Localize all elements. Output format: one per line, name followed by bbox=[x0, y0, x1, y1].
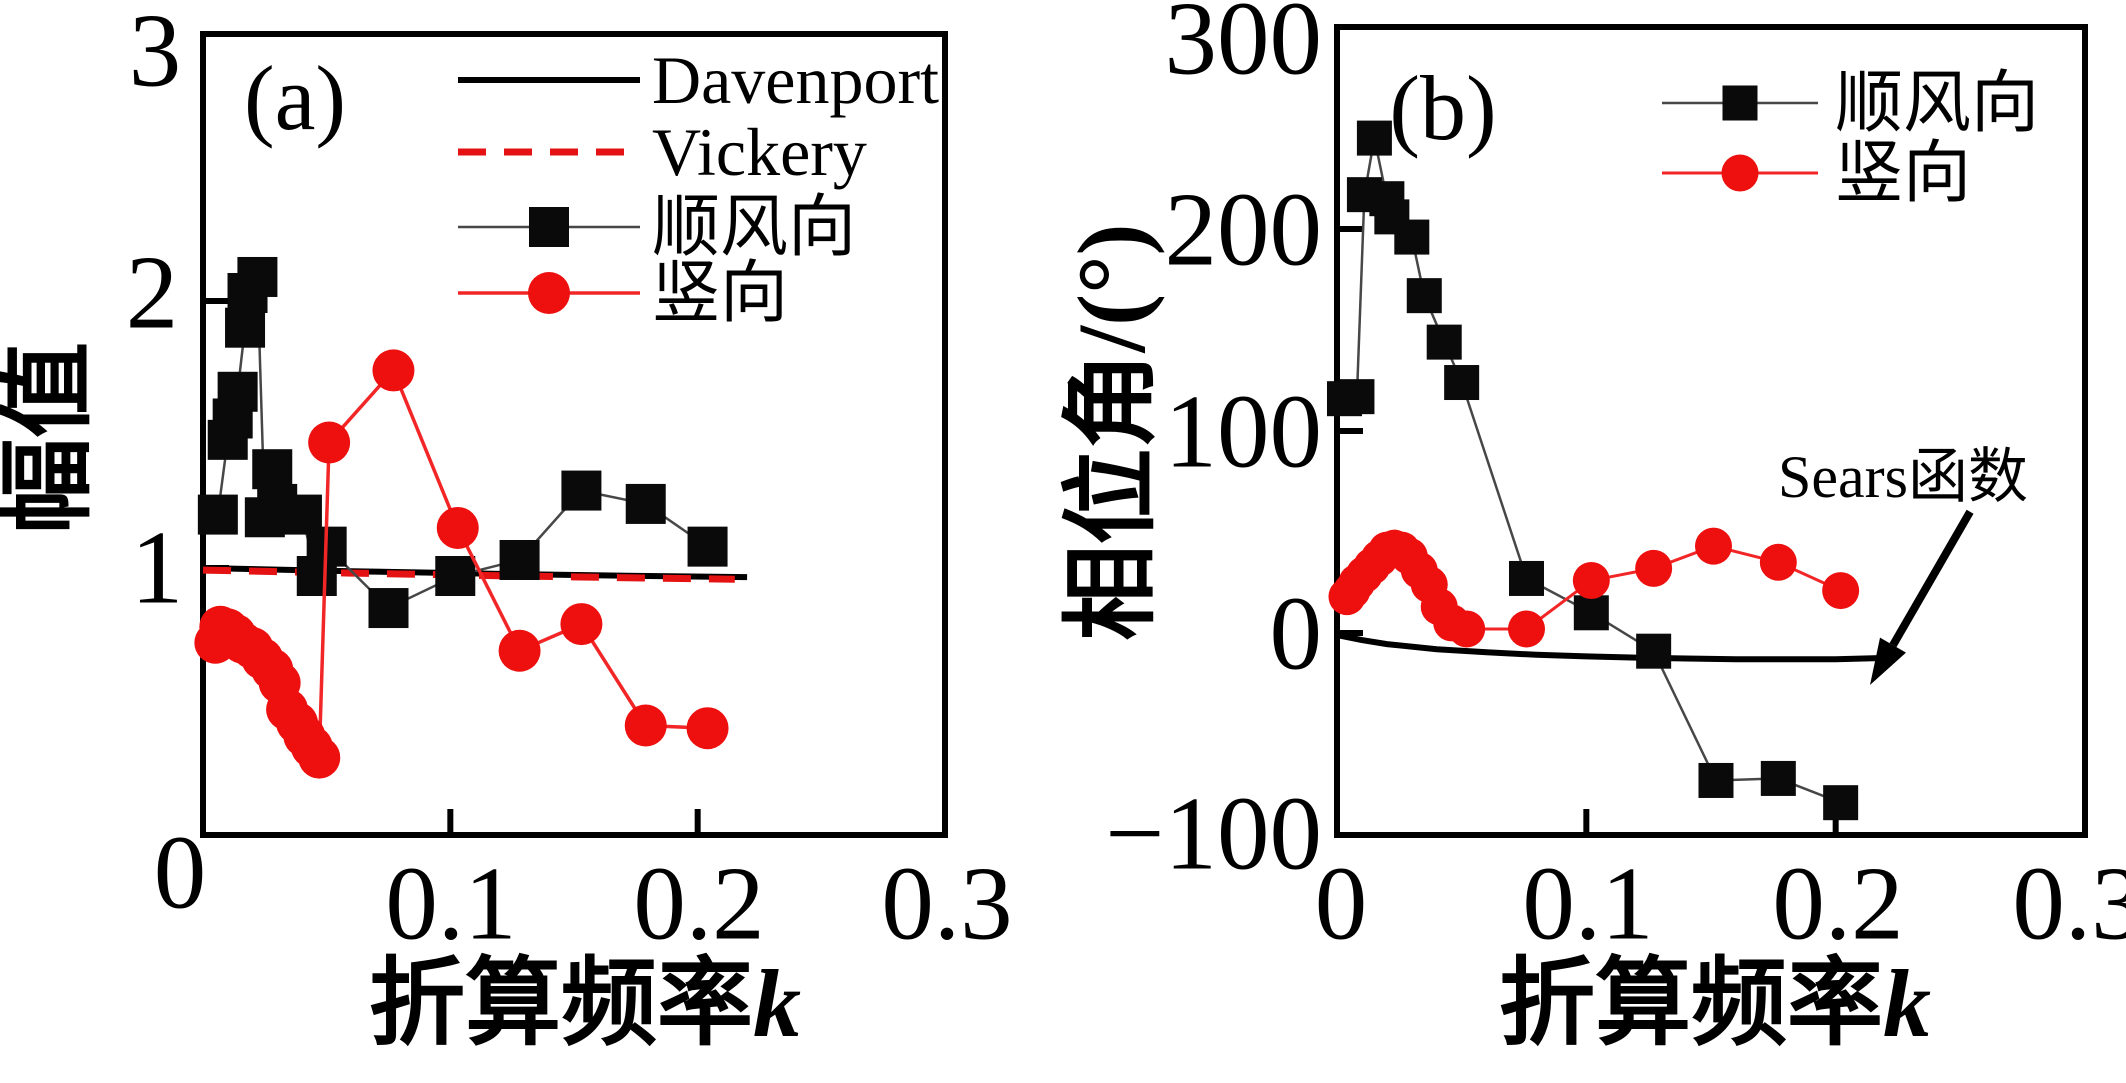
a-legend-vickery: Vickery bbox=[652, 114, 867, 190]
a-legend-vertical: 竖向 bbox=[652, 255, 789, 331]
circle-marker-a bbox=[560, 603, 603, 646]
square-marker-b bbox=[1426, 324, 1462, 360]
square-marker-a bbox=[625, 483, 666, 524]
plot-frame-a bbox=[200, 31, 948, 838]
square-marker-b bbox=[1698, 762, 1734, 798]
square-marker-a bbox=[217, 371, 258, 412]
a-legend-davenport: Davenport bbox=[652, 42, 940, 118]
square-marker-b bbox=[1394, 219, 1430, 255]
b-ytick-m100: −100 bbox=[1105, 774, 1322, 892]
square-marker-b bbox=[1356, 120, 1392, 156]
annotation-arrow-head bbox=[1869, 637, 1907, 685]
legend-square-marker-b bbox=[1722, 85, 1758, 121]
a-panel-label: (a) bbox=[243, 47, 347, 149]
square-marker-a bbox=[197, 494, 238, 535]
square-marker-b bbox=[1760, 760, 1796, 796]
a-xtick-01: 0.1 bbox=[385, 844, 517, 962]
a-xtick-03: 0.3 bbox=[881, 844, 1013, 962]
a-y-axis-title: 幅值 bbox=[0, 342, 101, 534]
a-ytick-0: 0 bbox=[153, 813, 207, 931]
legend-circle-marker-b bbox=[1721, 154, 1759, 192]
square-marker-a bbox=[252, 449, 293, 490]
circle-marker-a bbox=[624, 704, 667, 747]
circle-marker-a bbox=[372, 349, 415, 392]
square-marker-a bbox=[368, 588, 409, 629]
legend-circle-marker-a bbox=[528, 272, 570, 314]
circle-marker-b bbox=[1822, 572, 1860, 610]
b-ytick-0: 0 bbox=[1269, 574, 1323, 692]
square-marker-b bbox=[1823, 785, 1859, 821]
square-marker-a bbox=[237, 256, 278, 297]
series-line-Sears函数-b bbox=[1336, 632, 1884, 663]
square-marker-a bbox=[499, 539, 540, 580]
a-ytick-2: 2 bbox=[125, 233, 179, 351]
b-x-axis-title-text: 折算频率 bbox=[1499, 950, 1883, 1057]
square-marker-b bbox=[1444, 365, 1480, 401]
b-ytick-100: 100 bbox=[1164, 372, 1323, 490]
a-xtick-02: 0.2 bbox=[633, 844, 765, 962]
b-xtick-03: 0.3 bbox=[2012, 844, 2126, 962]
series-connector-顺风向-b bbox=[1344, 137, 1842, 804]
a-ytick-3: 3 bbox=[128, 0, 182, 109]
b-ytick-300: 300 bbox=[1164, 0, 1323, 97]
square-marker-a bbox=[687, 526, 728, 567]
circle-marker-b bbox=[1572, 561, 1610, 599]
b-legend-alongwind: 顺风向 bbox=[1835, 65, 2040, 141]
b-x-axis-title-var: k bbox=[1883, 950, 1931, 1057]
square-marker-b bbox=[1573, 595, 1609, 631]
square-marker-a bbox=[225, 307, 266, 348]
circle-marker-b bbox=[1759, 543, 1797, 581]
b-xtick-02: 0.2 bbox=[1772, 844, 1904, 962]
a-legend-alongwind: 顺风向 bbox=[652, 189, 857, 265]
sears-annotation-text: Sears函数 bbox=[1778, 444, 2028, 510]
circle-marker-a bbox=[436, 506, 479, 549]
circle-marker-b bbox=[1507, 610, 1545, 648]
legend-square-marker-a bbox=[529, 207, 569, 247]
circle-marker-b bbox=[1635, 549, 1673, 587]
circle-marker-b bbox=[1694, 527, 1732, 565]
b-ytick-200: 200 bbox=[1164, 170, 1323, 288]
circle-marker-a bbox=[686, 707, 729, 750]
circle-marker-a bbox=[298, 736, 341, 779]
annotation-arrow-line bbox=[1889, 509, 1974, 648]
square-marker-a bbox=[561, 470, 602, 511]
b-xtick-01: 0.1 bbox=[1522, 844, 1654, 962]
square-marker-b bbox=[1508, 560, 1544, 596]
square-marker-a bbox=[435, 556, 476, 597]
square-marker-b bbox=[1406, 278, 1442, 314]
b-y-axis-title: 相位角/(°) bbox=[1058, 223, 1165, 641]
square-marker-b bbox=[1339, 379, 1375, 415]
square-marker-b bbox=[1636, 633, 1672, 669]
circle-marker-b bbox=[1448, 610, 1486, 648]
a-x-axis-title-text: 折算频率 bbox=[369, 950, 753, 1057]
b-x-axis-title: 折算频率k bbox=[1499, 956, 1931, 1052]
a-x-axis-title-var: k bbox=[753, 950, 801, 1057]
b-legend-vertical: 竖向 bbox=[1835, 135, 1972, 211]
a-ytick-1: 1 bbox=[130, 508, 184, 626]
b-xtick-0: 0 bbox=[1314, 844, 1368, 962]
circle-marker-a bbox=[498, 629, 541, 672]
b-panel-label: (b) bbox=[1389, 57, 1497, 159]
a-x-axis-title: 折算频率k bbox=[369, 956, 801, 1052]
circle-marker-a bbox=[308, 421, 351, 464]
